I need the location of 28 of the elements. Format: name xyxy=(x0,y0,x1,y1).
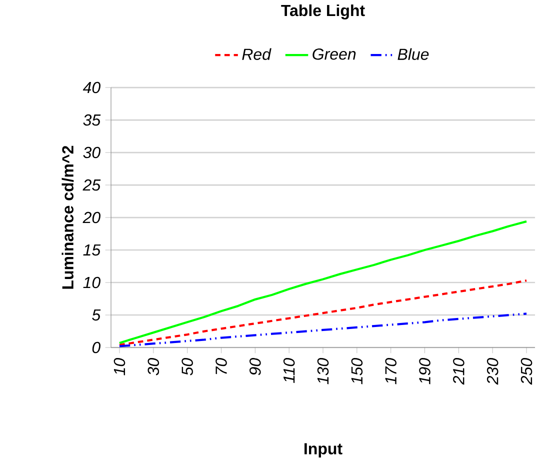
x-tick-label: 10 xyxy=(114,358,126,376)
x-tick-label: 90 xyxy=(250,358,261,376)
y-axis-title: Luminance cd/m^2 xyxy=(62,146,74,289)
y-tick-label: 0 xyxy=(92,342,100,354)
x-tick-label: 230 xyxy=(486,358,498,385)
x-tick-label: 250 xyxy=(520,358,532,385)
x-tick-label: 50 xyxy=(182,358,193,376)
x-tick-label: 30 xyxy=(148,358,160,376)
y-tick-label: 5 xyxy=(92,310,101,321)
legend-label: Blue xyxy=(398,48,429,60)
x-tick-label: 150 xyxy=(351,358,363,384)
legend-label: Red xyxy=(242,48,272,60)
y-tick-label: 30 xyxy=(83,147,100,158)
x-axis-title: Input xyxy=(304,443,342,458)
x-tick-label: 190 xyxy=(419,358,430,384)
chart-title: Table Light xyxy=(281,4,365,20)
y-tick-label: 40 xyxy=(82,82,100,94)
y-tick-label: 35 xyxy=(83,114,101,126)
y-tick-label: 25 xyxy=(82,180,101,191)
x-tick-label: 110 xyxy=(283,358,295,384)
x-tick-label: 70 xyxy=(216,358,227,374)
y-tick-label: 15 xyxy=(83,244,101,256)
x-tick-label: 130 xyxy=(317,358,329,384)
y-tick-label: 20 xyxy=(82,212,100,224)
y-tick-label: 10 xyxy=(83,277,100,288)
x-tick-label: 170 xyxy=(385,358,396,384)
x-tick-label: 210 xyxy=(453,358,464,385)
legend-label: Green xyxy=(312,48,356,60)
